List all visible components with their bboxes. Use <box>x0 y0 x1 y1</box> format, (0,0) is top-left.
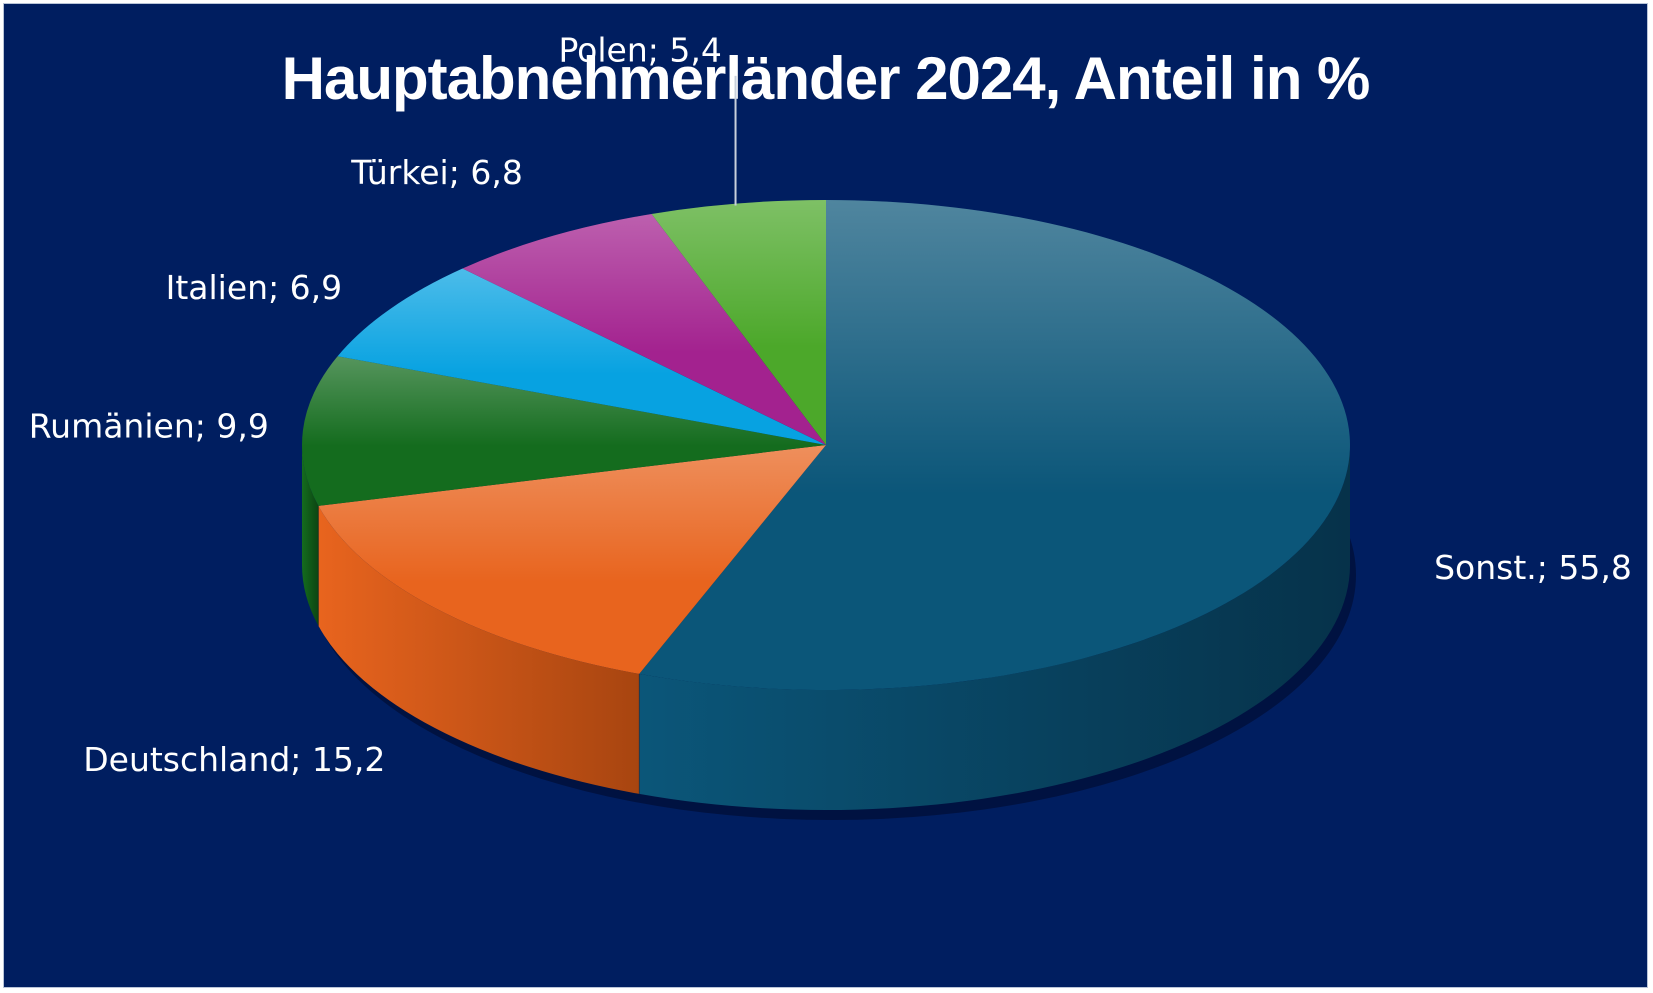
data-label-t-rkei: Türkei; 6,8 <box>350 153 523 192</box>
pie-slice-highlight-italien <box>337 268 826 445</box>
pie-side-rum-nien <box>302 445 319 626</box>
pie-slice-highlight-rum-nien <box>302 356 826 506</box>
data-label-sonst-: Sonst.; 55,8 <box>1434 548 1632 587</box>
pie-slice-highlight-t-rkei <box>462 213 826 445</box>
pie-side-sonst- <box>639 445 1350 810</box>
data-label-rum-nien: Rumänien; 9,9 <box>29 406 269 445</box>
pie-slice-highlight-polen <box>651 200 826 445</box>
pie-slice-highlight-deutschland <box>318 445 826 674</box>
pie-slice-highlight-sonst- <box>639 200 1350 690</box>
pie-side-deutschland <box>318 505 640 794</box>
chart-title: Hauptabnehmerländer 2024, Anteil in % <box>281 45 1371 112</box>
data-label-polen: Polen; 5,4 <box>558 30 721 69</box>
data-label-deutschland: Deutschland; 15,2 <box>83 740 385 779</box>
data-label-italien: Italien; 6,9 <box>166 268 343 307</box>
